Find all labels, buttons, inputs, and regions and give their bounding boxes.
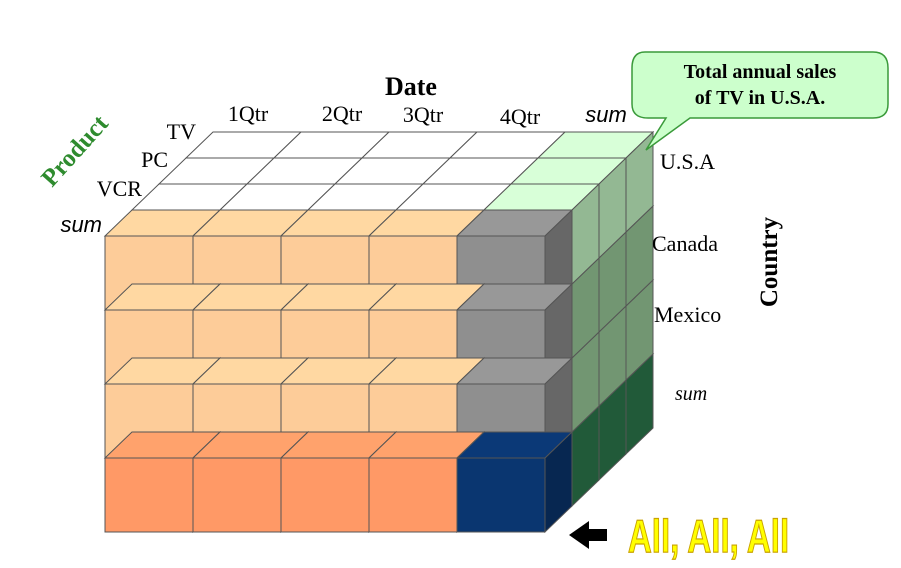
cube-cell-c1-r3-d0-front: [192, 457, 282, 533]
callout-line2: of TV in U.S.A.: [695, 87, 825, 109]
product-label-tv: TV: [167, 119, 196, 144]
product-label-pc: PC: [141, 147, 168, 172]
all-all-all-label: All, All, All: [628, 512, 789, 562]
country-label-usa: U.S.A: [660, 149, 715, 174]
cube-cell-c2-r3-d0-front: [280, 457, 370, 533]
cube-cells: [103, 130, 655, 534]
callout-line1: Total annual sales: [684, 61, 837, 83]
country-label-sum: sum: [675, 383, 707, 405]
country-axis-title: Country: [756, 216, 783, 307]
cube-cell-c3-r3-d0-front: [368, 457, 458, 533]
date-label-2qtr: 2Qtr: [322, 101, 363, 126]
country-label-canada: Canada: [652, 231, 718, 256]
product-label-vcr: VCR: [97, 176, 143, 201]
callout-bubble: Total annual sales of TV in U.S.A.: [631, 51, 889, 151]
date-axis-title: Date: [385, 72, 437, 101]
date-label-3qtr: 3Qtr: [403, 102, 444, 127]
date-label-1qtr: 1Qtr: [228, 101, 269, 126]
cube-cell-c0-r3-d0-front: [104, 457, 194, 533]
all-arrow-icon: [569, 521, 607, 549]
product-label-sum: sum: [60, 212, 102, 237]
date-label-sum: sum: [585, 102, 627, 127]
country-label-mexico: Mexico: [654, 302, 721, 327]
date-label-4qtr: 4Qtr: [500, 104, 541, 129]
cube-cell-c4-r3-d0-front: [456, 457, 546, 533]
